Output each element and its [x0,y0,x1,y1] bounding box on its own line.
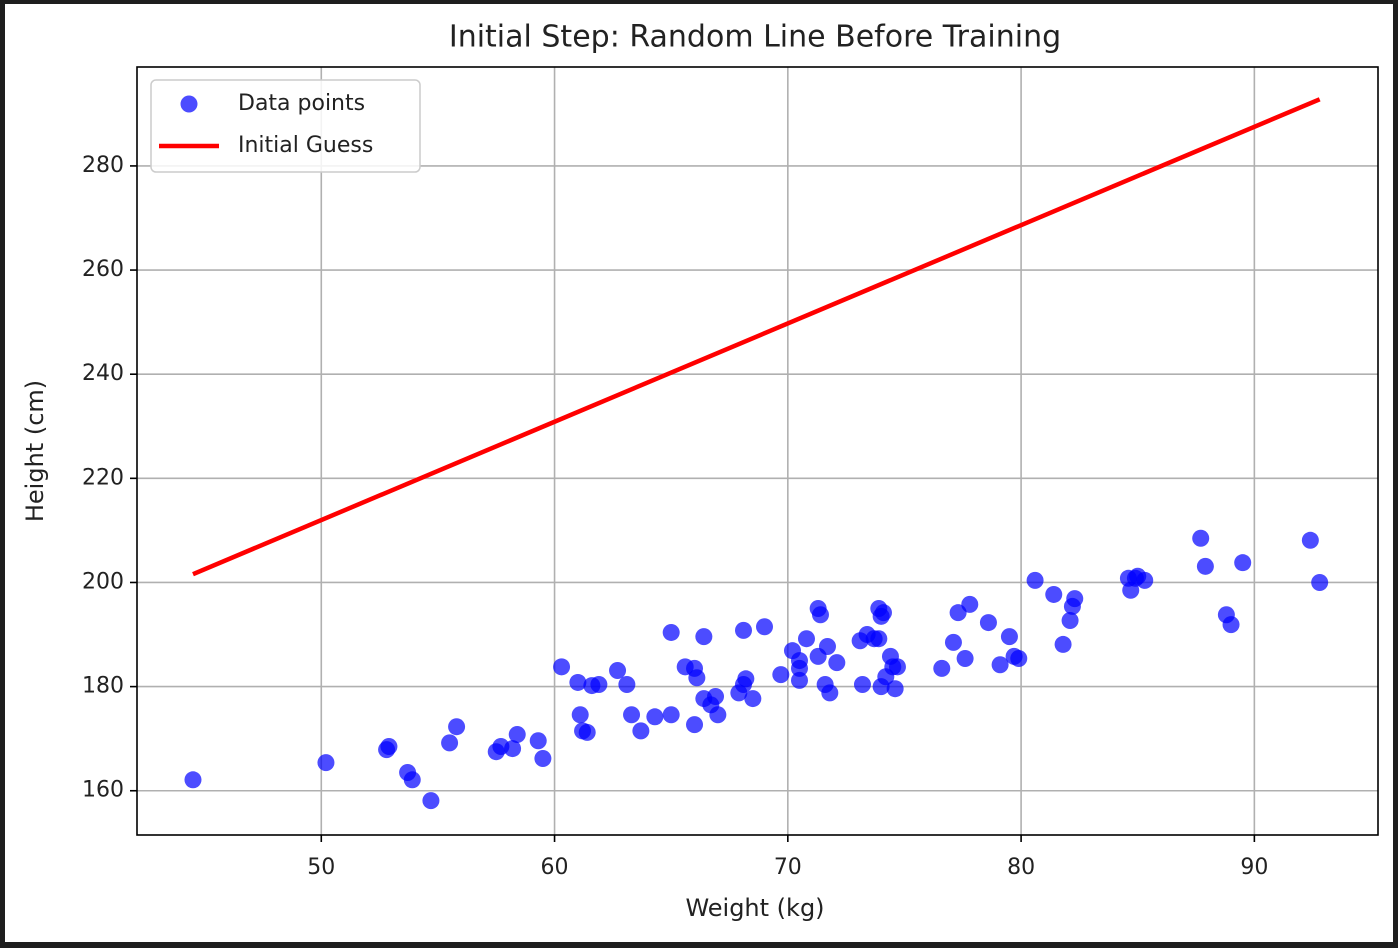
data-point [874,604,892,622]
data-point [504,740,522,758]
legend-marker [180,95,198,113]
data-point [1196,557,1214,575]
data-point [790,659,808,677]
x-tick-label: 70 [774,855,802,880]
data-point [1066,590,1084,608]
y-tick-label: 220 [82,465,124,490]
data-point [944,633,962,651]
data-point [184,771,202,789]
data-point [933,659,951,677]
y-axis-label: Height (cm) [21,380,49,522]
data-point [1192,529,1210,547]
data-point [1000,628,1018,646]
data-point [422,792,440,810]
data-point [695,628,713,646]
data-point [1234,554,1252,572]
data-point [590,676,608,694]
data-point [569,673,587,691]
x-axis-label: Weight (kg) [685,894,824,922]
data-point [623,706,641,724]
data-point [508,726,526,744]
data-point [1010,649,1028,667]
data-point [662,706,680,724]
data-point [961,595,979,613]
data-point [1061,611,1079,629]
legend-box [150,79,421,173]
data-point [1222,616,1240,634]
data-point [870,630,888,648]
data-point [1311,573,1329,591]
data-point [737,670,755,688]
legend-label: Data points [238,91,365,116]
data-point [618,676,636,694]
data-point [735,621,753,639]
x-tick-label: 90 [1240,855,1268,880]
line [192,97,1321,577]
chart-title: Initial Step: Random Line Before Trainin… [449,20,1061,55]
y-tick-label: 160 [82,778,124,803]
data-point [534,749,552,767]
data-point [1136,571,1154,589]
data-point [991,656,1009,674]
y-tick-label: 240 [82,361,124,386]
axes-frame [136,66,1379,836]
data-point [609,661,627,679]
data-point [646,708,664,726]
data-point [1045,585,1063,603]
data-point [571,706,589,724]
data-point [529,732,547,750]
y-tick-label: 200 [82,569,124,594]
data-point [1301,531,1319,549]
data-point [853,676,871,694]
data-point [688,669,706,687]
data-point [403,771,421,789]
data-point [755,618,773,636]
data-point [441,734,459,752]
data-point [1026,571,1044,589]
data-point [1054,635,1072,653]
data-point [448,718,466,736]
data-point [886,680,904,698]
data-point [979,614,997,632]
data-point [380,737,398,755]
x-tick-label: 60 [541,855,569,880]
data-point [709,706,727,724]
data-point [744,690,762,708]
y-tick-label: 180 [82,674,124,699]
data-point [790,671,808,689]
data-point [686,716,704,734]
data-point [632,722,650,740]
data-point [797,630,815,648]
data-point [662,623,680,641]
data-point [707,687,725,705]
data-point [956,649,974,667]
grid [137,67,1378,835]
data-point [821,684,839,702]
x-tick-label: 80 [1007,855,1035,880]
y-tick-label: 260 [82,257,124,282]
data-point [772,666,790,684]
data-point [888,658,906,676]
data-point [811,606,829,624]
data-point [553,658,571,676]
y-tick-label: 280 [82,153,124,178]
data-point [317,754,335,772]
data-point [818,638,836,656]
data-point [828,654,846,672]
legend-label: Initial Guess [238,133,373,158]
data-point [578,723,596,741]
x-tick-label: 50 [307,855,335,880]
